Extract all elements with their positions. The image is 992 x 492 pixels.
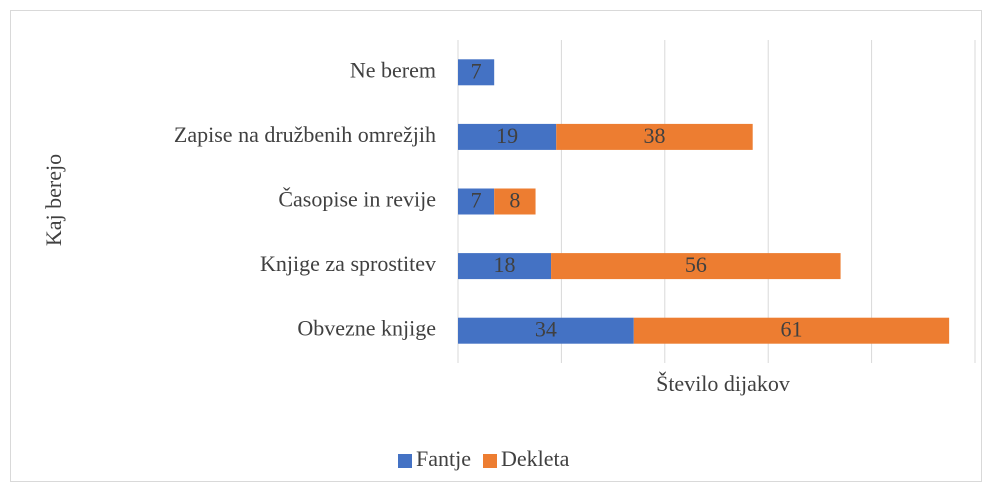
legend-label: Dekleta: [501, 446, 570, 471]
y-tick-label: Obvezne knjige: [297, 316, 436, 341]
bar: [633, 317, 950, 344]
bar: [458, 317, 634, 344]
legend-swatch: [483, 454, 497, 468]
y-tick-label: Ne berem: [350, 57, 436, 82]
bar: [458, 59, 495, 86]
x-axis-label: Število dijakov: [656, 371, 790, 396]
bar: [458, 123, 557, 150]
data-label: 7: [471, 188, 482, 213]
bar: [458, 253, 552, 280]
data-label: 34: [535, 317, 557, 342]
data-label: 18: [494, 252, 516, 277]
data-label: 56: [685, 252, 707, 277]
y-axis-label: Kaj berejo: [41, 154, 66, 246]
y-tick-label: Knjige za sprostitev: [260, 251, 436, 276]
data-label: 7: [471, 58, 482, 83]
y-tick-label: Zapise na družbenih omrežjih: [174, 122, 436, 147]
bar: [551, 253, 841, 280]
chart-border: [10, 10, 982, 482]
data-label: 19: [496, 123, 518, 148]
y-tick-label: Časopise in revije: [278, 187, 436, 212]
bar: [458, 188, 495, 215]
data-label: 61: [780, 317, 802, 342]
bar: [494, 188, 536, 215]
legend-swatch: [398, 454, 412, 468]
data-label: 38: [643, 123, 665, 148]
data-label: 8: [509, 188, 520, 213]
bar: [556, 123, 753, 150]
legend-label: Fantje: [416, 446, 471, 471]
